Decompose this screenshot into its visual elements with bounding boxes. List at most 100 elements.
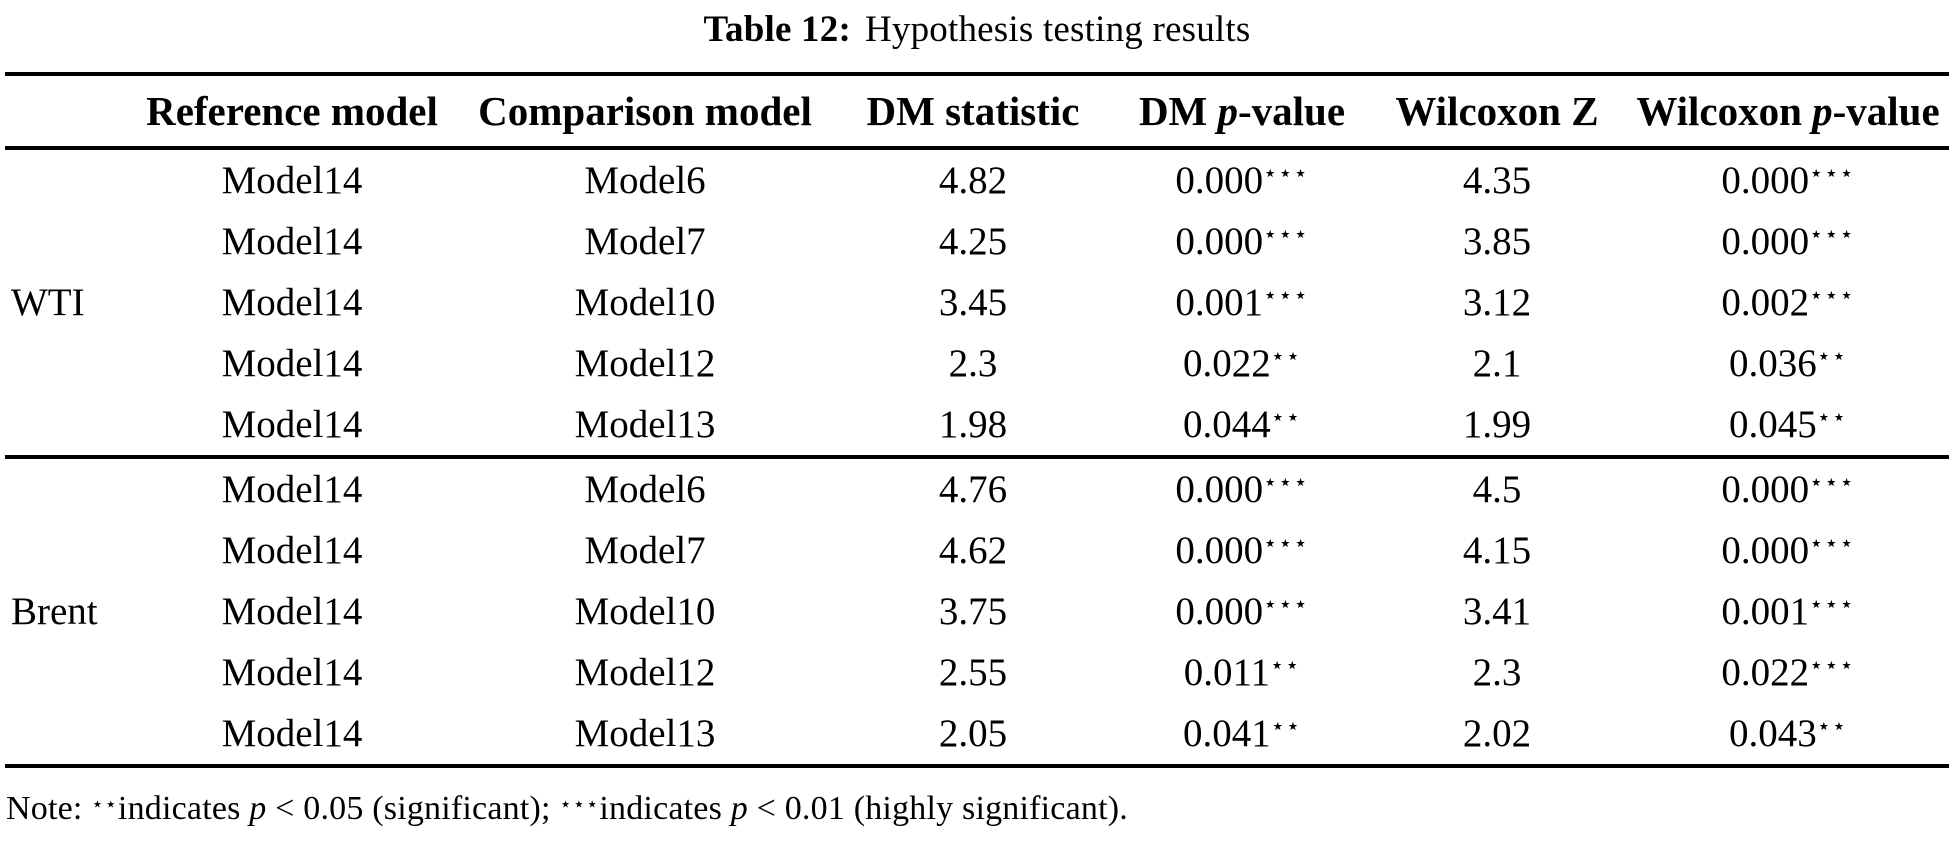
cell-wilcoxon-z: 2.3 [1472,651,1522,694]
table-row: Model14 Model10 3.75 0.000⋆⋆⋆ 3.41 0.001⋆⋆⋆ [5,581,1949,642]
significance-stars: ⋆⋆ [1270,652,1301,679]
cell-dm-statistic: 4.25 [938,220,1008,263]
cell-comparison-model: Model12 [574,651,716,694]
significance-stars: ⋆⋆⋆ [1263,469,1309,496]
cell-wilcoxon-p-value: 0.002⋆⋆⋆ [1721,281,1855,324]
caption-label: Table 12: [703,9,851,50]
significance-stars: ⋆⋆⋆ [1263,591,1309,618]
table-row: WTI Model14 Model6 4.82 0.000⋆⋆⋆ 4.35 0.000⋆⋆⋆ [5,148,1949,324]
table-row: Model14 Model10 3.45 0.001⋆⋆⋆ 3.12 0.002⋆⋆⋆ [5,272,1949,333]
caption-title: Hypothesis testing results [864,9,1251,50]
significance-stars: ⋆⋆⋆ [1263,530,1309,557]
significance-stars: ⋆⋆⋆ [1809,469,1855,496]
col-header-reference-model: Reference model [123,74,461,150]
cell-reference-model: Model14 [221,220,363,263]
group-wti-rows: WTI Model14 Model6 4.82 0.000⋆⋆⋆ 4.35 0.000⋆⋆⋆… [5,148,1949,457]
cell-wilcoxon-p-value: 0.001⋆⋆⋆ [1721,590,1855,633]
cell-dm-statistic: 4.76 [938,468,1008,511]
cell-dm-statistic: 3.75 [938,590,1008,633]
significance-stars: ⋆⋆⋆ [1809,160,1855,187]
cell-comparison-model: Model6 [584,468,706,511]
cell-comparison-model: Model7 [584,220,706,263]
table-row: Model14 Model7 4.25 0.000⋆⋆⋆ 3.85 0.000⋆⋆⋆ [5,211,1949,272]
cell-wilcoxon-z: 2.02 [1462,712,1532,755]
cell-wilcoxon-p-value: 0.043⋆⋆ [1728,712,1848,755]
cell-dm-p-value: 0.001⋆⋆⋆ [1175,281,1309,324]
significance-stars: ⋆⋆ [1270,404,1302,431]
cell-comparison-model: Model13 [574,403,716,446]
significance-stars: ⋆⋆ [1816,404,1848,431]
significance-stars: ⋆⋆⋆ [1809,282,1855,309]
cell-comparison-model: Model7 [584,529,706,572]
cell-dm-statistic: 1.98 [938,403,1008,446]
cell-wilcoxon-z: 4.5 [1472,468,1522,511]
significance-stars: ⋆⋆⋆ [1263,160,1309,187]
significance-stars: ⋆⋆⋆ [1809,530,1855,557]
cell-dm-statistic: 3.45 [938,281,1008,324]
cell-reference-model: Model14 [221,468,363,511]
significance-stars: ⋆⋆⋆ [1263,221,1309,248]
cell-comparison-model: Model13 [574,712,716,755]
significance-stars: ⋆⋆⋆ [1263,282,1309,309]
cell-dm-p-value: 0.022⋆⋆ [1182,342,1302,385]
cell-comparison-model: Model6 [584,159,706,202]
table-row: Model14 Model13 2.05 0.041⋆⋆ 2.02 0.043⋆⋆ [5,703,1949,766]
cell-dm-p-value: 0.000⋆⋆⋆ [1175,468,1309,511]
significance-stars: ⋆⋆ [91,792,118,816]
table-header-row: Reference model Comparison model DM stat… [5,74,1949,150]
table-caption: Table 12: Hypothesis testing results [0,0,1954,51]
cell-dm-p-value: 0.041⋆⋆ [1182,712,1302,755]
cell-dm-statistic: 2.3 [948,342,998,385]
cell-dm-p-value: 0.011⋆⋆ [1183,651,1301,694]
table-row: Model14 Model13 1.98 0.044⋆⋆ 1.99 0.045⋆⋆ [5,394,1949,457]
cell-wilcoxon-z: 4.35 [1462,159,1532,202]
significance-stars: ⋆⋆ [1270,343,1302,370]
col-header-wilcoxon-p-value: Wilcoxon p-value [1627,74,1949,150]
col-header-comparison-model: Comparison model [461,74,829,150]
group-label: Brent [11,590,98,633]
cell-wilcoxon-p-value: 0.000⋆⋆⋆ [1721,159,1855,202]
cell-wilcoxon-p-value: 0.022⋆⋆⋆ [1721,651,1855,694]
table-row: Model14 Model12 2.3 0.022⋆⋆ 2.1 0.036⋆⋆ [5,333,1949,394]
cell-dm-p-value: 0.000⋆⋆⋆ [1175,529,1309,572]
group-label: WTI [11,281,85,324]
note-italic-p: p [249,790,267,827]
cell-reference-model: Model14 [221,403,363,446]
cell-reference-model: Model14 [221,651,363,694]
note-italic-p: p [730,790,748,827]
significance-stars: ⋆⋆ [1270,713,1302,740]
cell-dm-p-value: 0.000⋆⋆⋆ [1175,590,1309,633]
cell-dm-statistic: 4.82 [938,159,1008,202]
cell-dm-statistic: 2.05 [938,712,1008,755]
cell-wilcoxon-z: 3.12 [1462,281,1532,324]
cell-wilcoxon-p-value: 0.045⋆⋆ [1728,403,1848,446]
table-note: Note: ⋆⋆indicates p < 0.05 (significant)… [6,790,1128,827]
table-row: Brent Model14 Model6 4.76 0.000⋆⋆⋆ 4.5 0.000⋆⋆… [5,457,1949,633]
results-table: Reference model Comparison model DM stat… [5,72,1949,768]
cell-wilcoxon-z: 2.1 [1472,342,1522,385]
cell-wilcoxon-p-value: 0.000⋆⋆⋆ [1721,529,1855,572]
cell-wilcoxon-z: 3.41 [1462,590,1532,633]
col-header-dm-p-value: DM p-value [1117,74,1367,150]
cell-dm-p-value: 0.000⋆⋆⋆ [1175,159,1309,202]
cell-wilcoxon-z: 3.85 [1462,220,1532,263]
cell-comparison-model: Model12 [574,342,716,385]
significance-stars: ⋆⋆ [1816,343,1848,370]
cell-reference-model: Model14 [221,529,363,572]
cell-comparison-model: Model10 [574,281,716,324]
cell-wilcoxon-p-value: 0.036⋆⋆ [1728,342,1848,385]
cell-reference-model: Model14 [221,159,363,202]
cell-wilcoxon-z: 1.99 [1462,403,1532,446]
cell-dm-statistic: 4.62 [938,529,1008,572]
cell-wilcoxon-p-value: 0.000⋆⋆⋆ [1721,220,1855,263]
cell-reference-model: Model14 [221,281,363,324]
table-row: Model14 Model7 4.62 0.000⋆⋆⋆ 4.15 0.000⋆⋆⋆ [5,520,1949,581]
significance-stars: ⋆⋆ [1816,713,1848,740]
col-header-dm-statistic: DM statistic [829,74,1117,150]
group-brent-rows: Brent Model14 Model6 4.76 0.000⋆⋆⋆ 4.5 0.000⋆⋆… [5,457,1949,766]
cell-reference-model: Model14 [221,342,363,385]
cell-dm-statistic: 2.55 [938,651,1008,694]
significance-stars: ⋆⋆⋆ [1809,591,1855,618]
cell-dm-p-value: 0.000⋆⋆⋆ [1175,220,1309,263]
table-row: Model14 Model12 2.55 0.011⋆⋆ 2.3 0.022⋆⋆⋆ [5,642,1949,703]
